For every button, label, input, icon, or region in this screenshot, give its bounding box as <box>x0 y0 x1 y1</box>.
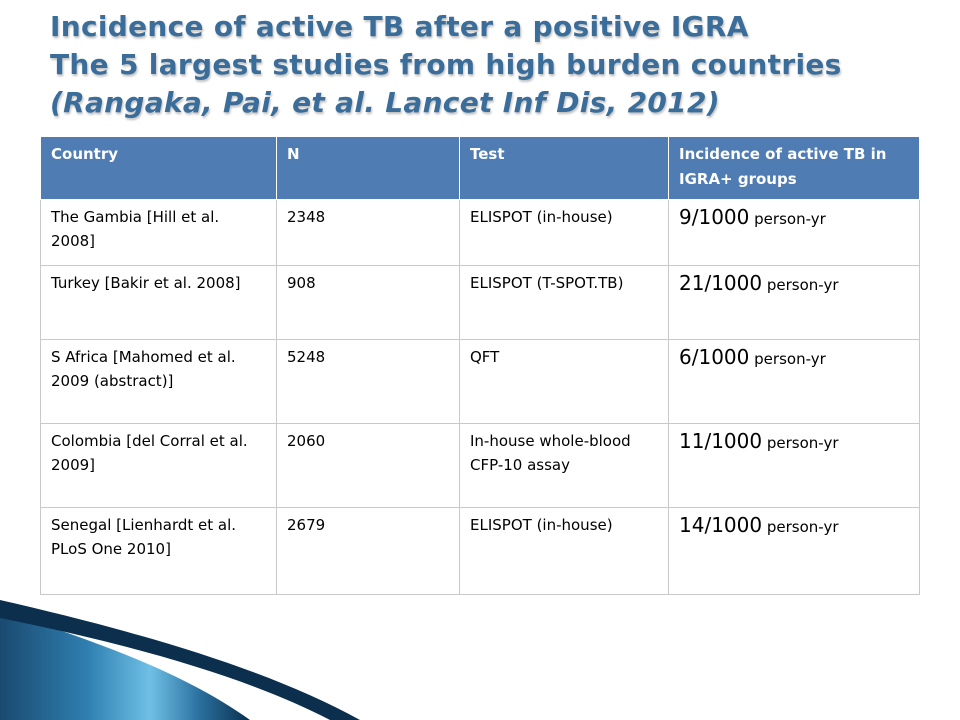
incidence-unit: person-yr <box>766 518 839 536</box>
table-row: The Gambia [Hill et al. 2008] 2348 ELISP… <box>40 199 920 266</box>
cell-country: Colombia [del Corral et al. 2009] <box>40 423 277 508</box>
title-line-1: Incidence of active TB after a positive … <box>50 10 749 43</box>
incidence-unit: person-yr <box>754 350 826 368</box>
slide-title: Incidence of active TB after a positive … <box>50 8 940 122</box>
incidence-value: 11/1000 <box>679 429 763 453</box>
header-country: Country <box>40 136 277 200</box>
cell-n: 2060 <box>276 423 460 508</box>
cell-country: Turkey [Bakir et al. 2008] <box>40 265 277 340</box>
cell-n: 2348 <box>276 199 460 266</box>
table-row: S Africa [Mahomed et al. 2009 (abstract)… <box>40 339 920 424</box>
table-row: Senegal [Lienhardt et al. PLoS One 2010]… <box>40 507 920 595</box>
cell-test: ELISPOT (in-house) <box>459 199 669 266</box>
cell-incidence: 21/1000 person-yr <box>668 265 920 340</box>
cell-country: S Africa [Mahomed et al. 2009 (abstract)… <box>40 339 277 424</box>
incidence-value: 21/1000 <box>679 271 763 295</box>
cell-country: The Gambia [Hill et al. 2008] <box>40 199 277 266</box>
swoosh-light <box>0 610 250 720</box>
incidence-value: 6/1000 <box>679 345 750 369</box>
cell-incidence: 9/1000 person-yr <box>668 199 920 266</box>
title-line-2: The 5 largest studies from high burden c… <box>50 48 842 81</box>
table-row: Colombia [del Corral et al. 2009] 2060 I… <box>40 423 920 508</box>
cell-test: ELISPOT (T-SPOT.TB) <box>459 265 669 340</box>
cell-test: In-house whole-blood CFP-10 assay <box>459 423 669 508</box>
incidence-unit: person-yr <box>766 434 839 452</box>
table-header-row: Country N Test Incidence of active TB in… <box>40 136 920 200</box>
cell-n: 908 <box>276 265 460 340</box>
cell-test: QFT <box>459 339 669 424</box>
incidence-value: 14/1000 <box>679 513 763 537</box>
header-incidence: Incidence of active TB in IGRA+ groups <box>668 136 920 200</box>
cell-n: 5248 <box>276 339 460 424</box>
cell-incidence: 6/1000 person-yr <box>668 339 920 424</box>
table-row: Turkey [Bakir et al. 2008] 908 ELISPOT (… <box>40 265 920 340</box>
cell-country: Senegal [Lienhardt et al. PLoS One 2010] <box>40 507 277 595</box>
header-test: Test <box>459 136 669 200</box>
incidence-value: 9/1000 <box>679 205 750 229</box>
incidence-unit: person-yr <box>754 210 826 228</box>
cell-test: ELISPOT (in-house) <box>459 507 669 595</box>
cell-incidence: 14/1000 person-yr <box>668 507 920 595</box>
title-citation: (Rangaka, Pai, et al. Lancet Inf Dis, 20… <box>50 86 720 119</box>
incidence-unit: person-yr <box>766 276 839 294</box>
cell-n: 2679 <box>276 507 460 595</box>
decorative-swoosh <box>0 600 360 720</box>
studies-table: Country N Test Incidence of active TB in… <box>40 136 920 595</box>
cell-incidence: 11/1000 person-yr <box>668 423 920 508</box>
swoosh-dark <box>0 600 360 720</box>
header-n: N <box>276 136 460 200</box>
